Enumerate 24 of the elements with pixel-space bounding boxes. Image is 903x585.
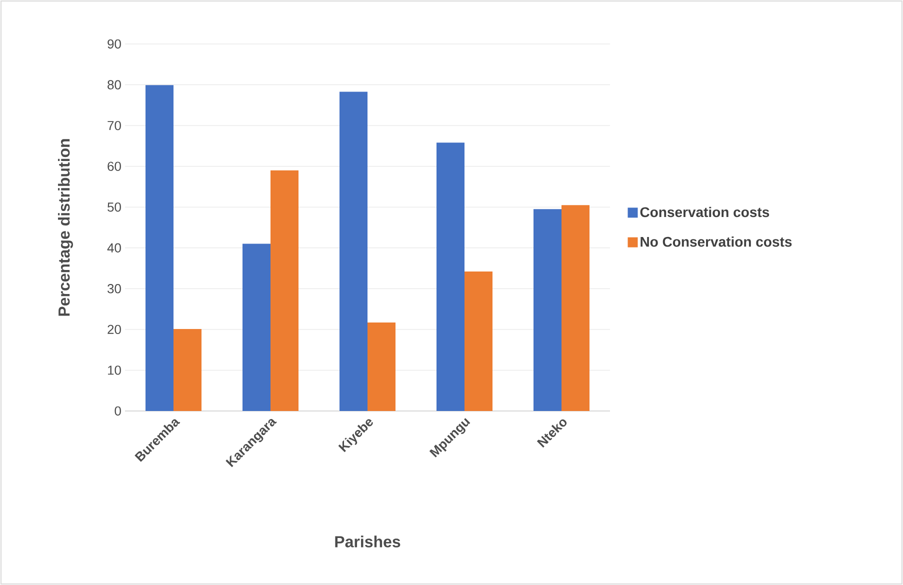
y-tick-label: 0 xyxy=(114,406,121,416)
y-tick-label: 60 xyxy=(108,162,121,171)
bar xyxy=(436,142,464,411)
bar xyxy=(242,244,270,411)
x-axis-title: Parishes xyxy=(335,536,400,548)
y-tick-label: 30 xyxy=(108,284,121,294)
legend-label: No Conservation costs xyxy=(640,236,792,247)
y-tick-label: 70 xyxy=(108,120,121,130)
bar xyxy=(534,209,562,411)
y-axis-title: Percentage distribution xyxy=(58,139,73,316)
bar xyxy=(464,272,492,411)
y-tick-label: 20 xyxy=(108,324,121,334)
bar xyxy=(561,205,590,411)
bar xyxy=(368,322,396,411)
bar xyxy=(174,329,202,411)
legend-label: Conservation costs xyxy=(640,206,770,218)
y-tick-label: 10 xyxy=(108,366,121,375)
y-tick-label: 80 xyxy=(108,80,121,90)
bar xyxy=(340,92,368,411)
y-tick-label: 90 xyxy=(108,39,121,49)
y-tick-label: 40 xyxy=(107,243,121,252)
y-tick-label: 50 xyxy=(108,202,121,212)
bar xyxy=(270,170,299,411)
bar xyxy=(146,85,174,411)
